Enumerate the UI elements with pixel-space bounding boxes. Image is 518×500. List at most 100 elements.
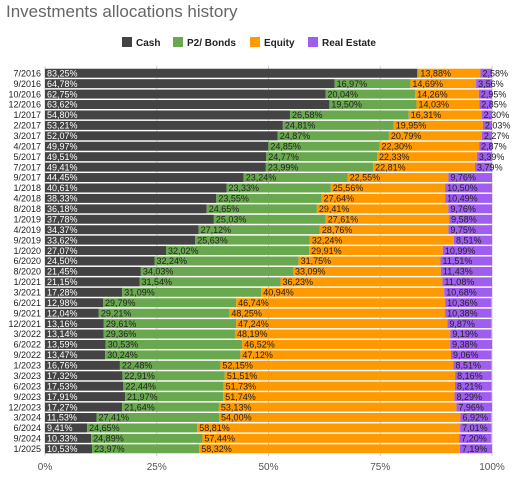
bar-segment (45, 266, 141, 276)
data-label: 8,16% (457, 371, 483, 381)
bar-segment (45, 360, 120, 370)
bar-segment (45, 246, 167, 256)
bar-segment (481, 110, 492, 120)
bar-segment (45, 173, 244, 183)
category-label: 1/2020 (13, 246, 41, 256)
bar-segment (103, 298, 237, 308)
data-label: 29,79% (105, 298, 136, 308)
bar-segment (98, 308, 230, 318)
data-label: 12,04% (47, 308, 78, 318)
x-tick-label: 75% (370, 462, 390, 473)
legend-label: Real Estate (322, 38, 376, 49)
bar-segment (45, 329, 104, 339)
category-label: 4/2019 (13, 225, 41, 235)
data-label: 13,14% (47, 329, 78, 339)
data-label: 52,15% (222, 361, 253, 371)
data-label: 29,21% (101, 308, 132, 318)
data-label: 13,59% (47, 340, 78, 350)
data-label: 9,75% (450, 225, 476, 235)
data-label: 22,81% (375, 162, 406, 172)
data-label: 40,94% (263, 287, 294, 297)
data-label: 3,39% (479, 152, 505, 162)
bar-segment (45, 141, 269, 151)
bar-segment (45, 225, 199, 235)
bar-segment (440, 266, 492, 276)
bar-segment (45, 110, 290, 120)
data-label: 46,52% (244, 340, 275, 350)
bar-segment (45, 193, 217, 203)
data-label: 20,79% (391, 131, 422, 141)
data-label: 47,24% (238, 319, 269, 329)
chart-title: Investments allocations history (6, 2, 238, 21)
data-label: 9,06% (453, 350, 479, 360)
data-label: 10,36% (447, 298, 478, 308)
data-label: 2,30% (484, 110, 510, 120)
data-label: 16,31% (411, 110, 442, 120)
data-label: 48,19% (237, 329, 268, 339)
data-label: 34,37% (47, 225, 78, 235)
data-label: 24,65% (89, 423, 120, 433)
data-label: 6,92% (462, 413, 488, 423)
bar-segment (330, 183, 446, 193)
bar-segment (216, 193, 322, 203)
bar-segment (309, 246, 443, 256)
category-label: 12/2021 (8, 319, 41, 329)
data-label: 32,24% (157, 256, 188, 266)
bar-segment (456, 402, 492, 412)
bar-segment (379, 141, 480, 151)
category-label: 3/2021 (13, 287, 41, 297)
bar-segment (479, 141, 492, 151)
data-label: 22,44% (125, 381, 156, 391)
data-label: 8,51% (456, 235, 482, 245)
data-label: 12,98% (47, 298, 78, 308)
bar-segment (298, 256, 441, 266)
category-label: 9/2024 (13, 434, 41, 444)
bar-segment (45, 402, 123, 412)
data-label: 7,19% (462, 444, 488, 454)
data-label: 10,68% (446, 287, 477, 297)
bar-segment (408, 110, 482, 120)
x-tick-label: 50% (258, 462, 278, 473)
bar-segment (45, 413, 97, 422)
bar-segment (236, 319, 448, 329)
bar-segment (321, 193, 446, 203)
data-label: 21,45% (47, 267, 78, 277)
bar-segment (197, 423, 461, 433)
bar-segment (454, 381, 492, 391)
category-label: 4/2017 (13, 141, 41, 151)
category-label: 1/2019 (13, 214, 41, 224)
bar-segment (393, 120, 483, 130)
data-label: 49,97% (47, 141, 78, 151)
category-label: 9/2021 (13, 308, 41, 318)
category-label: 1/2023 (13, 361, 41, 371)
bar-segment (448, 204, 492, 214)
bar-segment (45, 235, 196, 245)
bar-segment (442, 246, 492, 256)
data-label: 19,50% (331, 100, 362, 110)
category-label: 9/2016 (13, 79, 41, 89)
data-label: 3,56% (478, 79, 504, 89)
bar-segment (440, 256, 492, 266)
data-label: 7,96% (458, 402, 484, 412)
bar-segment (316, 204, 449, 214)
bar-segment (319, 225, 449, 235)
data-label: 16,76% (47, 361, 78, 371)
data-label: 17,53% (47, 381, 78, 391)
bar-segment (199, 444, 460, 454)
data-label: 8,29% (457, 392, 483, 402)
data-label: 11,53% (47, 413, 77, 423)
data-label: 28,76% (322, 225, 353, 235)
data-label: 32,24% (312, 235, 343, 245)
data-label: 25,63% (197, 235, 228, 245)
data-label: 2,95% (481, 89, 507, 99)
data-label: 17,32% (47, 371, 78, 381)
bar-segment (45, 131, 278, 141)
bar-segment (334, 79, 411, 89)
bar-segment (92, 444, 200, 454)
data-label: 14,69% (412, 79, 443, 89)
data-label: 16,97% (337, 79, 368, 89)
bar-segment (45, 287, 123, 297)
bar-segment (450, 339, 493, 349)
data-label: 49,51% (47, 152, 78, 162)
category-label: 6/2021 (13, 298, 41, 308)
